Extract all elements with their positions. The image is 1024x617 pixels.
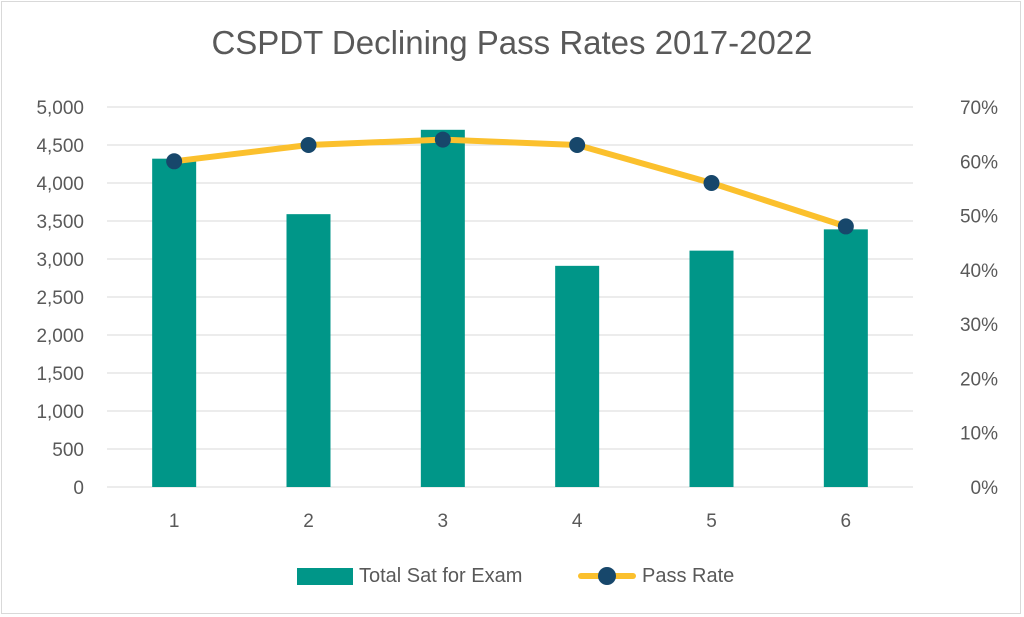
pass-rate-marker [569, 137, 586, 153]
right-tick-label: 70% [960, 98, 998, 119]
left-tick-label: 2,500 [36, 288, 84, 309]
bar-series [152, 129, 868, 488]
left-tick-label: 3,500 [36, 212, 84, 233]
pass-rate-marker [837, 218, 854, 235]
left-axis-ticks: 0 500 1,000 1,500 2,000 2,500 3,000 3,500 4,000 4… [36, 98, 84, 499]
combo-chart: 0 500 1,000 1,500 2,000 2,500 3,000 3,500 4,000 4… [36, 98, 998, 532]
x-tick-label: 6 [841, 511, 852, 532]
right-tick-label: 60% [960, 152, 998, 173]
left-tick-label: 500 [52, 440, 84, 461]
bar [286, 214, 331, 487]
left-tick-label: 1,000 [36, 402, 84, 423]
pass-rate-marker [300, 137, 317, 153]
left-tick-label: 1,500 [36, 364, 84, 385]
right-tick-label: 30% [960, 315, 998, 336]
bar [823, 229, 868, 488]
right-axis-ticks: 0% 10% 20% 30% 40% 50% 60% 70% [960, 98, 998, 499]
left-tick-label: 0 [73, 478, 84, 499]
pass-rate-marker [434, 131, 451, 148]
left-tick-label: 4,500 [36, 136, 84, 157]
bar [555, 265, 600, 487]
right-tick-label: 50% [960, 207, 998, 228]
pass-rate-marker [166, 153, 183, 170]
legend-item-line: Pass Rate [578, 562, 734, 590]
x-tick-label: 4 [572, 511, 583, 532]
legend-marker [598, 567, 616, 585]
legend-item-bars: Total Sat for Exam [297, 562, 522, 590]
x-tick-label: 1 [169, 511, 180, 532]
line-series [166, 131, 854, 235]
legend-bar-swatch [297, 567, 353, 585]
bar [689, 250, 734, 487]
left-tick-label: 4,000 [36, 174, 84, 195]
x-tick-label: 3 [438, 511, 449, 532]
right-tick-label: 10% [960, 424, 998, 445]
x-axis-ticks: 1 2 3 4 5 6 [169, 511, 851, 532]
right-tick-label: 20% [960, 369, 998, 390]
left-tick-label: 3,000 [36, 250, 84, 271]
bar [420, 129, 465, 488]
right-tick-label: 0% [971, 478, 999, 499]
pass-rate-line [171, 136, 849, 230]
left-tick-label: 5,000 [36, 98, 84, 119]
left-tick-label: 2,000 [36, 326, 84, 347]
x-tick-label: 2 [303, 511, 314, 532]
bar [152, 158, 197, 487]
legend-line-swatch [578, 562, 636, 590]
legend-label-bars: Total Sat for Exam [359, 564, 523, 587]
pass-rate-marker [703, 175, 720, 191]
gridlines [107, 106, 913, 488]
chart-title: CSPDT Declining Pass Rates 2017-2022 [211, 24, 813, 61]
legend-label-line: Pass Rate [642, 564, 735, 587]
right-tick-label: 40% [960, 261, 998, 282]
x-tick-label: 5 [706, 511, 717, 532]
legend: Total Sat for Exam Pass Rate [0, 562, 1024, 590]
